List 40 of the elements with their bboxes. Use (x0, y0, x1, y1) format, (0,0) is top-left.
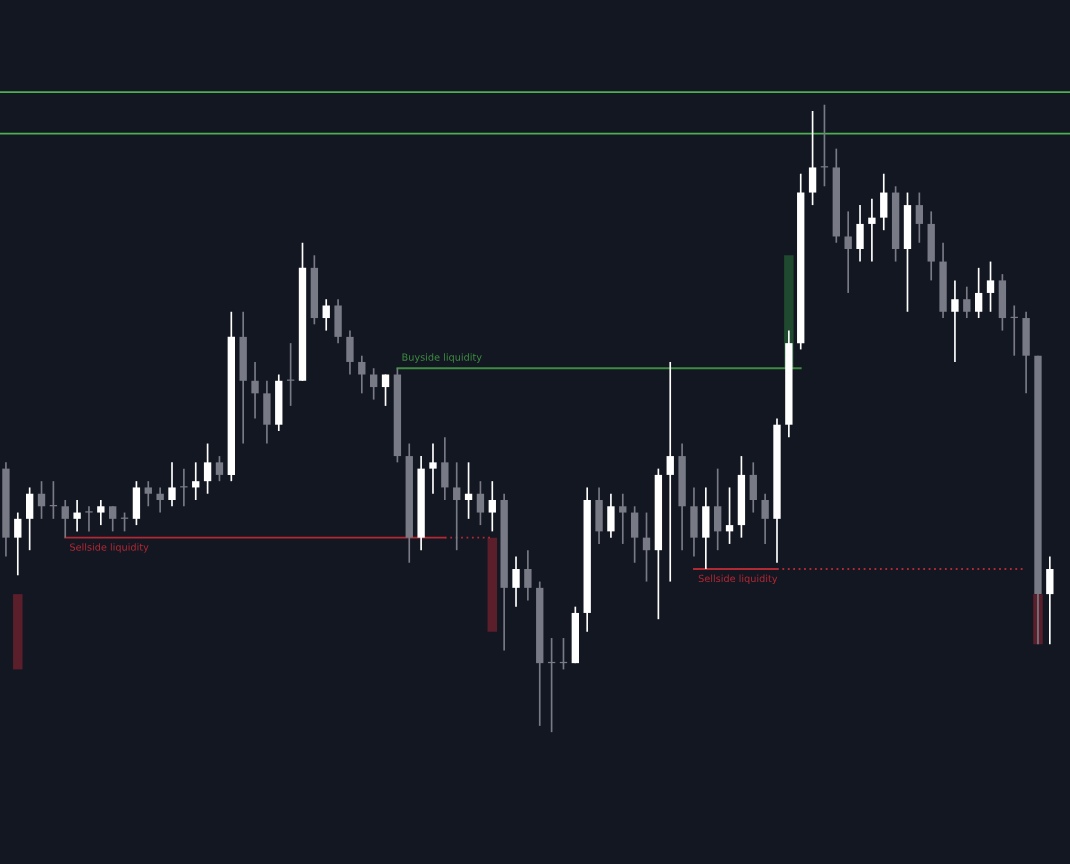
candlestick (951, 279, 959, 363)
candlestick (464, 461, 473, 520)
series-label: Sellside liquidity (70, 543, 149, 553)
candlestick (37, 480, 46, 520)
candlestick (512, 555, 520, 608)
candlestick (915, 191, 924, 244)
candlestick (963, 285, 971, 319)
candlestick (761, 492, 769, 545)
candlestick (868, 197, 876, 263)
candlestick (168, 461, 176, 508)
candlestick (358, 354, 366, 395)
candlestick (61, 499, 69, 539)
candlestick (974, 267, 983, 319)
candlestick (73, 499, 81, 533)
candlestick (369, 367, 378, 401)
candlestick (725, 486, 734, 545)
candlestick (619, 492, 627, 545)
candlestick (97, 499, 105, 526)
candlestick (429, 442, 437, 495)
candlestick (251, 361, 259, 420)
candlestick (215, 455, 224, 483)
candlestick (666, 361, 674, 583)
candlestick (524, 549, 532, 602)
candlestick (642, 511, 651, 583)
candlestick (322, 298, 330, 332)
candlestick (14, 511, 22, 577)
candlestick (85, 505, 93, 533)
candlestick (144, 480, 152, 508)
candlestick (844, 210, 852, 294)
candlestick (453, 461, 461, 552)
candlestick (192, 461, 200, 501)
candlestick (109, 505, 117, 533)
candlestick (986, 260, 995, 313)
candlestick (476, 480, 485, 526)
candlestick (381, 373, 390, 407)
series-label: Sellside liquidity (698, 574, 778, 584)
candlestick (156, 486, 164, 514)
series-label: Buyside liquidity (402, 353, 482, 363)
candlestick (203, 442, 212, 495)
candlestick (488, 480, 496, 533)
